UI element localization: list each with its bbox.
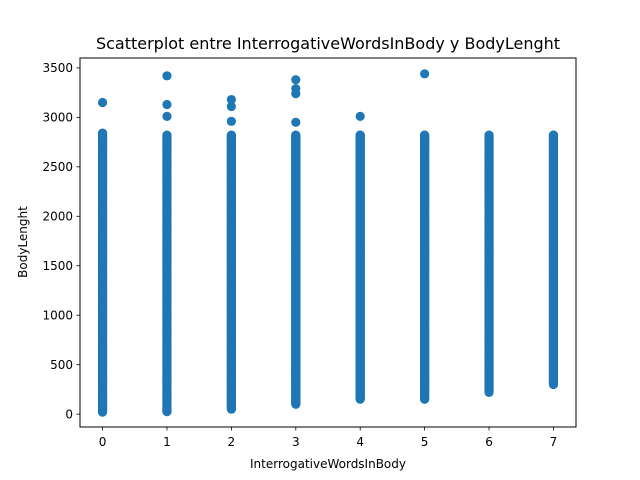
x-tick-label: 7 [550, 435, 558, 449]
y-tick-label: 2500 [42, 160, 73, 174]
x-tick-label: 6 [485, 435, 493, 449]
chart-title: Scatterplot entre InterrogativeWordsInBo… [96, 34, 560, 53]
y-tick-label: 2000 [42, 210, 73, 224]
data-points [97, 69, 559, 417]
data-point [291, 130, 301, 140]
x-axis-ticks: 0 1 2 3 4 5 6 7 [99, 427, 558, 449]
y-tick-label: 500 [50, 358, 73, 372]
y-tick-label: 1000 [42, 309, 73, 323]
x-tick-label: 1 [163, 435, 171, 449]
data-point [484, 130, 494, 140]
x-tick-label: 5 [421, 435, 429, 449]
outlier-point [162, 111, 172, 121]
x-axis-label: InterrogativeWordsInBody [250, 457, 406, 471]
outlier-point [226, 101, 236, 112]
outlier-point [226, 94, 236, 105]
outlier-point [355, 111, 365, 121]
y-axis-label: BodyLenght [16, 206, 30, 278]
outlier-point [420, 69, 430, 79]
plot-frame [79, 57, 577, 428]
data-point [420, 130, 430, 140]
data-point [226, 130, 236, 140]
y-tick-label: 0 [65, 407, 73, 421]
outlier-point [291, 117, 301, 127]
outlier-point [162, 99, 172, 110]
y-tick-label: 3000 [42, 111, 73, 125]
outlier-point [162, 71, 172, 81]
x-tick-label: 0 [99, 435, 107, 449]
outlier-point [97, 97, 108, 108]
outlier-point [291, 75, 301, 85]
data-point [97, 128, 108, 138]
data-point [355, 130, 365, 140]
outlier-point [291, 84, 301, 94]
data-point [162, 130, 172, 140]
y-tick-label: 3500 [42, 61, 73, 75]
y-axis-ticks: 0 500 1000 1500 2000 2500 3000 3500 [42, 61, 80, 421]
x-tick-label: 4 [356, 435, 364, 449]
data-point [548, 130, 559, 140]
outlier-point [226, 116, 236, 126]
y-tick-label: 1500 [42, 259, 73, 273]
x-tick-label: 2 [228, 435, 236, 449]
x-tick-label: 3 [292, 435, 300, 449]
